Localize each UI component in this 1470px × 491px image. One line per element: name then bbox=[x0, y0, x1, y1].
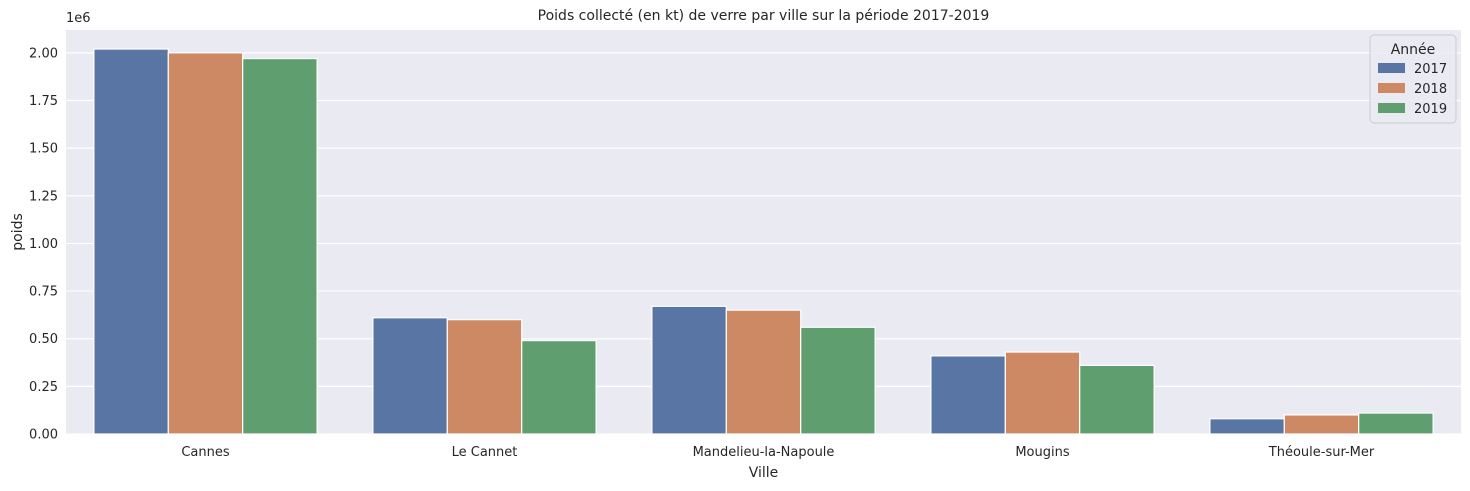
bar-2019-2 bbox=[800, 326, 876, 435]
y-scale-multiplier: 1e6 bbox=[66, 11, 91, 26]
legend-label-2017: 2017 bbox=[1414, 62, 1447, 77]
bar-2019-4 bbox=[1358, 412, 1434, 435]
legend-items: 2017 2018 2019 bbox=[1378, 62, 1447, 117]
legend-swatch-2017 bbox=[1378, 63, 1405, 73]
bar-2017-2 bbox=[651, 305, 727, 435]
chart-title: Poids collecté (en kt) de verre par vill… bbox=[538, 8, 990, 24]
y-tick-label: 1.50 bbox=[29, 142, 58, 157]
bar-2018-3 bbox=[1004, 351, 1081, 435]
x-tick-label: Le Cannet bbox=[452, 445, 518, 460]
y-tick-label: 1.00 bbox=[29, 237, 58, 252]
y-tick-label: 0.00 bbox=[29, 428, 58, 443]
y-tick-label: 0.75 bbox=[29, 285, 58, 300]
bar-2017-1 bbox=[372, 317, 448, 435]
bar-2017-0 bbox=[93, 48, 169, 435]
legend-box bbox=[1369, 34, 1457, 124]
legend: Année 2017 2018 2019 bbox=[1369, 34, 1457, 124]
x-tick-label: Mougins bbox=[1015, 445, 1070, 460]
y-tick-label: 0.25 bbox=[29, 380, 58, 395]
bar-2018-4 bbox=[1283, 414, 1360, 435]
x-tick-label: Théoule-sur-Mer bbox=[1268, 445, 1375, 460]
y-tick-label: 1.25 bbox=[29, 189, 58, 204]
x-tick-label: Mandelieu-la-Napoule bbox=[693, 445, 835, 460]
bar-2018-1 bbox=[446, 319, 523, 435]
y-axis-title: poids bbox=[10, 213, 26, 251]
bar-2019-0 bbox=[242, 57, 318, 435]
legend-swatch-2019 bbox=[1378, 103, 1405, 113]
bar-2019-3 bbox=[1079, 364, 1155, 435]
x-tick-labels: Cannes Le Cannet Mandelieu-la-Napoule Mougi… bbox=[181, 445, 1375, 460]
bars bbox=[93, 48, 1434, 435]
x-tick-label: Cannes bbox=[181, 445, 230, 460]
bar-2019-1 bbox=[521, 340, 597, 435]
legend-label-2018: 2018 bbox=[1414, 82, 1447, 97]
bar-2018-0 bbox=[167, 52, 244, 435]
y-tick-label: 2.00 bbox=[29, 46, 58, 61]
x-axis-title: Ville bbox=[749, 465, 779, 481]
y-tick-label: 1.75 bbox=[29, 94, 58, 109]
bar-2017-3 bbox=[930, 355, 1006, 435]
y-tick-label: 0.50 bbox=[29, 332, 58, 347]
bar-2017-4 bbox=[1209, 418, 1285, 435]
legend-title: Année bbox=[1391, 42, 1436, 58]
y-tick-labels: 0.00 0.25 0.50 0.75 1.00 1.25 1.50 1.75 2.00 bbox=[29, 46, 58, 442]
legend-swatch-2018 bbox=[1378, 83, 1405, 93]
bar-2018-2 bbox=[725, 309, 802, 435]
legend-label-2019: 2019 bbox=[1414, 102, 1447, 117]
